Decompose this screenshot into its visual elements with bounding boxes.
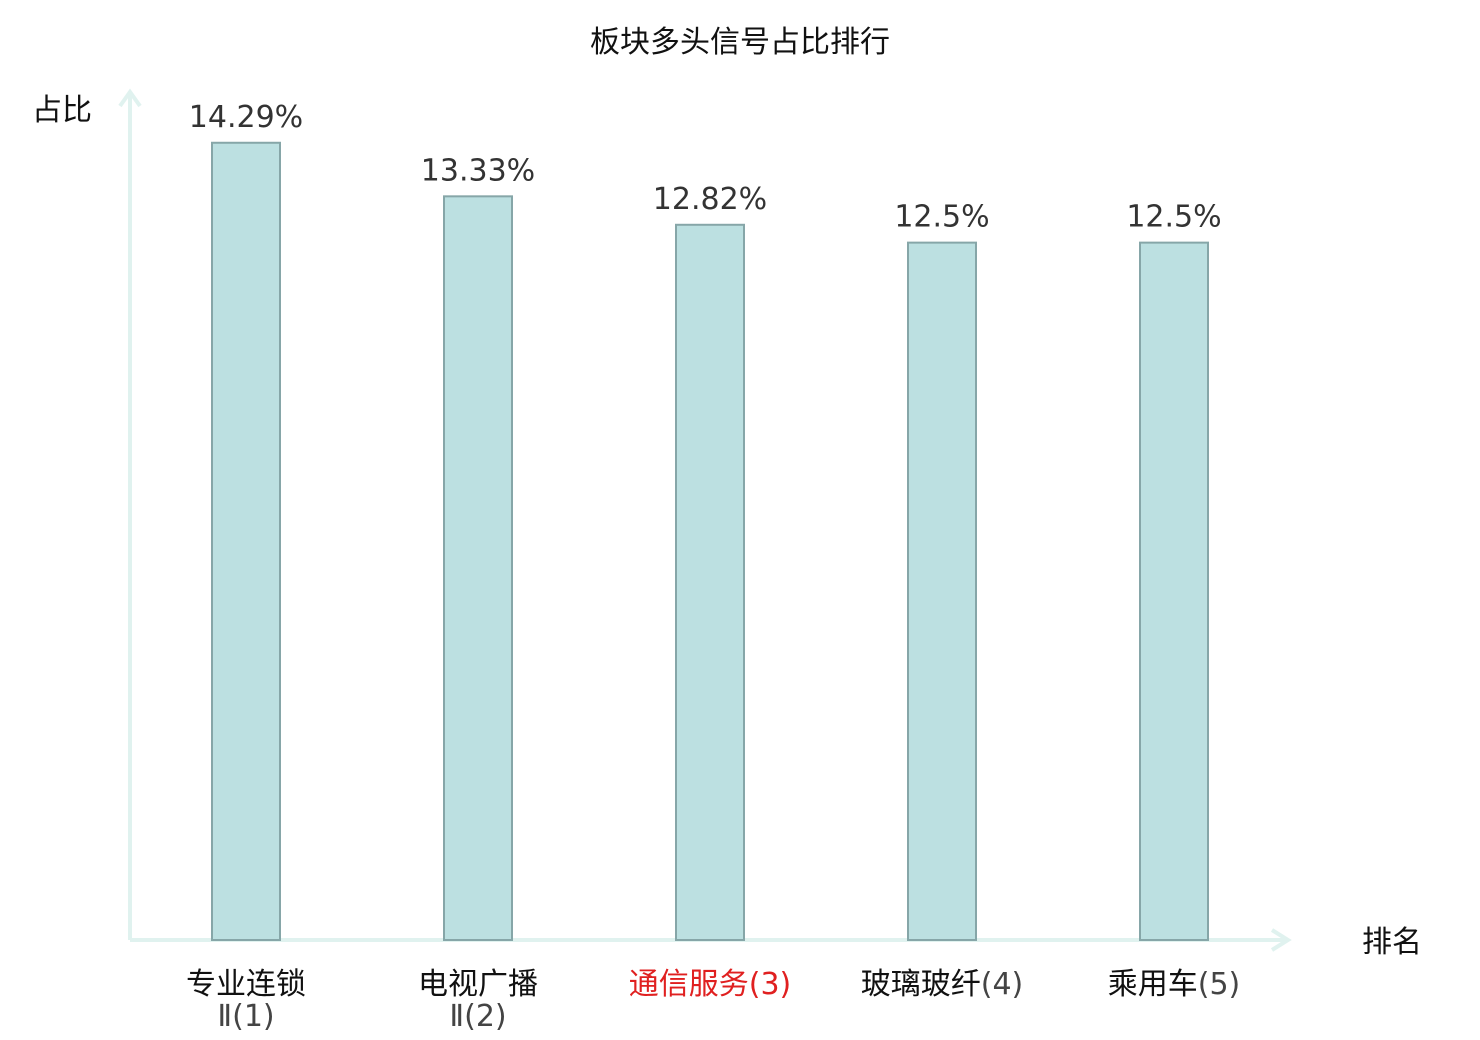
- category-label-2: 电视广播 Ⅱ(2): [418, 967, 538, 1034]
- x-axis-label: 排名: [1362, 925, 1422, 960]
- category-name-1: 专业连锁: [186, 967, 306, 1002]
- chart-title: 板块多头信号占比排行: [590, 25, 890, 60]
- value-labels: 14.29% 13.33% 12.82% 12.5% 12.5%: [189, 100, 1222, 235]
- category-name-3: 通信服务: [629, 967, 749, 1002]
- category-rank-2: Ⅱ(2): [449, 999, 506, 1034]
- bar-4: [907, 241, 977, 941]
- bar-series: [211, 141, 1209, 942]
- category-labels: 专业连锁 Ⅱ(1) 电视广播 Ⅱ(2) 通信服务(3) 玻璃玻纤(4) 乘用车(5): [186, 967, 1240, 1034]
- category-name-5: 乘用车: [1108, 967, 1198, 1002]
- category-name-2: 电视广播: [418, 967, 538, 1002]
- category-name-4: 玻璃玻纤: [861, 967, 981, 1002]
- category-rank-4: (4): [981, 967, 1024, 1002]
- value-label-1: 14.29%: [189, 100, 303, 135]
- category-label-3: 通信服务(3): [629, 967, 792, 1002]
- y-axis-label: 占比: [32, 93, 92, 128]
- category-label-5: 乘用车(5): [1108, 967, 1241, 1002]
- bar-3: [675, 223, 745, 942]
- value-label-2: 13.33%: [421, 153, 535, 188]
- y-axis-arrow: [118, 88, 142, 108]
- bar-5: [1139, 241, 1209, 941]
- bar-2: [443, 195, 513, 942]
- category-rank-1: Ⅱ(1): [217, 999, 274, 1034]
- category-rank-3: (3): [749, 967, 792, 1002]
- value-label-3: 12.82%: [653, 182, 767, 217]
- x-axis-arrow: [1270, 928, 1292, 952]
- bar-1: [211, 141, 281, 941]
- category-label-4: 玻璃玻纤(4): [861, 967, 1024, 1002]
- value-label-5: 12.5%: [1126, 200, 1221, 235]
- category-label-1: 专业连锁 Ⅱ(1): [186, 967, 306, 1034]
- value-label-4: 12.5%: [894, 200, 989, 235]
- category-rank-5: (5): [1198, 967, 1241, 1002]
